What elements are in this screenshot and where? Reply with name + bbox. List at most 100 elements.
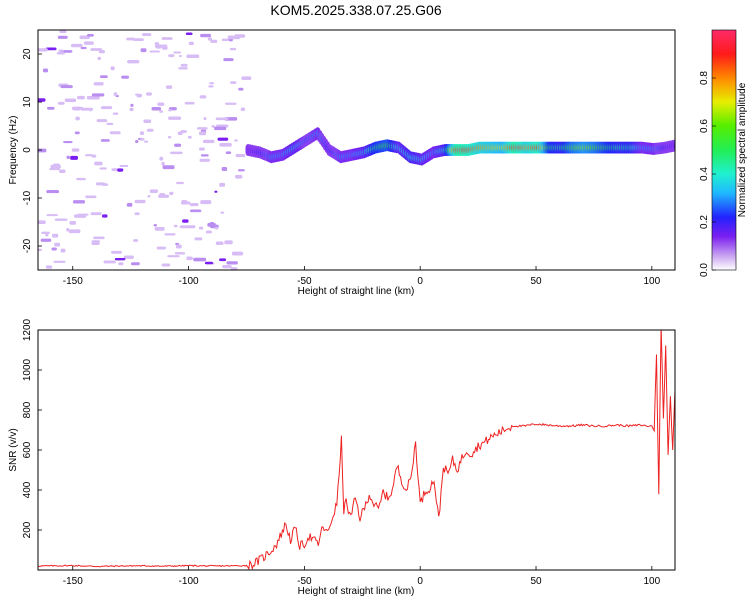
snr-x-tick-label: -150: [63, 576, 83, 587]
noise-patch: [238, 169, 245, 172]
noise-patch: [223, 58, 234, 62]
noise-patch: [149, 50, 160, 53]
noise-patch: [225, 102, 237, 105]
spectrogram-y-tick-label: -10: [22, 190, 33, 205]
noise-patch: [80, 107, 94, 111]
noise-patch: [215, 241, 224, 246]
noise-patch: [221, 167, 228, 172]
noise-patch: [230, 267, 238, 270]
noise-patch: [93, 82, 104, 86]
noise-patch: [136, 93, 142, 98]
noise-patch: [168, 109, 172, 112]
noise-patch: [42, 68, 49, 73]
noise-patch: [38, 48, 48, 52]
noise-patch: [153, 223, 158, 227]
noise-patch: [59, 30, 67, 34]
noise-patch: [200, 154, 209, 157]
noise-patch: [214, 226, 219, 230]
colorbar-gradient: [712, 30, 736, 270]
noise-patch: [176, 181, 184, 185]
noise-patch: [210, 39, 218, 43]
noise-patch: [86, 33, 94, 37]
noise-patch: [60, 248, 66, 253]
noise-patch: [99, 167, 107, 170]
noise-patch: [147, 194, 151, 198]
noise-patch: [71, 148, 80, 152]
noise-patch: [113, 92, 118, 96]
noise-patch: [186, 54, 200, 59]
noise-patch: [159, 156, 164, 161]
noise-patch: [141, 33, 152, 37]
noise-patch: [45, 233, 49, 237]
noise-patch: [69, 220, 76, 225]
spectrogram-y-tick-label: 10: [22, 96, 33, 108]
noise-patch: [133, 239, 139, 242]
noise-patch: [119, 165, 129, 168]
noise-patch: [167, 255, 180, 258]
noise-patch: [80, 46, 87, 50]
noise-patch: [226, 261, 238, 265]
noise-patch: [202, 139, 215, 144]
noise-patch: [205, 230, 212, 234]
noise-patch: [199, 158, 210, 162]
noise-patch: [154, 42, 160, 46]
noise-patch: [126, 202, 133, 207]
noise-patch: [83, 41, 94, 45]
noise-patch: [47, 106, 55, 110]
noise-patch: [224, 240, 233, 245]
noise-patch: [45, 265, 53, 269]
snr-y-tick-label: 400: [22, 481, 33, 498]
noise-patch: [199, 147, 205, 151]
noise-patch: [46, 214, 58, 217]
spectrogram-y-axis: -20 -10 0 10 20: [22, 48, 42, 253]
noise-patch: [209, 82, 215, 85]
noise-patch: [41, 231, 50, 234]
noise-patch: [165, 85, 173, 89]
snr-y-tick-label: 1000: [22, 358, 33, 381]
colorbar-tick-label: 0.2: [699, 215, 710, 229]
noise-patch: [121, 75, 129, 79]
noise-patch: [130, 103, 134, 107]
noise-patch: [159, 193, 165, 196]
noise-patch: [181, 201, 191, 205]
snr-plot-area: [38, 330, 675, 570]
noise-patch: [57, 35, 68, 39]
noise-patch: [117, 168, 124, 172]
noise-patch: [234, 139, 238, 142]
spectrogram-x-tick-label: -100: [179, 276, 199, 287]
noise-patch: [45, 47, 57, 51]
noise-patch: [112, 112, 119, 115]
noise-patch: [240, 107, 246, 112]
noise-patch: [123, 255, 134, 259]
spectrogram-x-tick-label: 50: [530, 276, 542, 287]
noise-patch: [168, 116, 182, 120]
noise-patch: [38, 248, 42, 251]
noise-patch: [52, 233, 59, 238]
snr-x-tick-label: -50: [297, 576, 312, 587]
noise-patch: [241, 76, 252, 81]
noise-patch: [230, 81, 237, 84]
noise-patch: [193, 257, 207, 262]
noise-patch: [129, 107, 134, 112]
noise-patch: [72, 106, 81, 111]
noise-patch: [90, 48, 103, 51]
noise-patch: [173, 51, 181, 54]
noise-patch: [134, 199, 146, 204]
noise-patch: [63, 140, 73, 144]
noise-patch: [95, 182, 106, 186]
colorbar-frame: [711, 29, 737, 271]
noise-patch: [86, 95, 100, 100]
colorbar-ticks: 0.0 0.2 0.4 0.6 0.8: [699, 71, 716, 277]
noise-patch: [149, 189, 158, 193]
noise-patch: [208, 85, 214, 88]
noise-patch: [188, 41, 194, 46]
snr-y-label: SNR (v/v): [8, 428, 19, 471]
noise-patch: [198, 226, 204, 230]
noise-patch: [178, 67, 188, 70]
noise-patch: [139, 131, 145, 135]
spectrogram-x-axis: -150 -100 -50 0 50 100: [63, 266, 661, 287]
noise-patch: [169, 191, 174, 195]
noise-patch: [60, 85, 73, 89]
noise-patch: [91, 240, 100, 243]
noise-patch: [132, 38, 144, 42]
